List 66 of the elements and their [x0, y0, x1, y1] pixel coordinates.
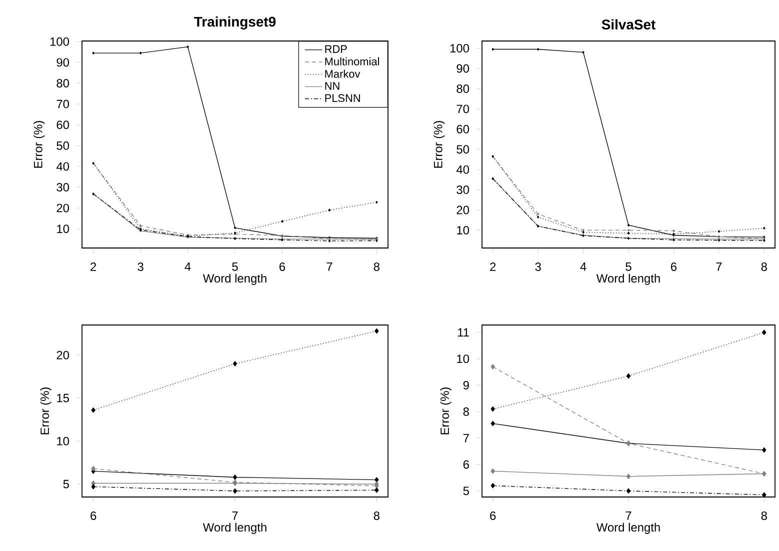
- y-tick-label: 8: [463, 407, 469, 416]
- x-tick-label: 6: [671, 262, 677, 271]
- y-tick-label: 30: [456, 186, 470, 194]
- y-tick-label: 7: [463, 434, 469, 442]
- x-tick-label: 4: [580, 262, 586, 271]
- legend-label: Multinomial: [325, 57, 379, 66]
- x-axis-title: Word length: [596, 522, 660, 534]
- y-tick-label: 60: [56, 120, 70, 130]
- y-tick-label: 6: [463, 460, 469, 469]
- y-tick-label: 100: [50, 37, 70, 46]
- x-tick-label: 4: [184, 262, 191, 271]
- x-axis-title: Word length: [202, 522, 266, 534]
- y-tick-label: 90: [456, 64, 470, 73]
- y-tick-label: 5: [463, 486, 469, 496]
- x-tick-label: 8: [761, 512, 767, 520]
- y-tick-label: 70: [56, 100, 70, 108]
- y-tick-label: 20: [56, 350, 70, 360]
- y-tick-label: 10: [57, 436, 70, 446]
- x-tick-label: 2: [490, 262, 496, 271]
- y-axis-title: Error (%): [40, 388, 52, 434]
- y-axis-title: Error (%): [434, 121, 445, 168]
- x-tick-label: 5: [232, 262, 238, 271]
- y-tick-label: 80: [56, 79, 70, 88]
- y-tick-label: 40: [456, 165, 470, 174]
- x-tick-label: 6: [280, 262, 286, 271]
- x-tick-label: 8: [374, 262, 380, 271]
- y-tick-label: 30: [56, 183, 70, 192]
- y-tick-label: 80: [456, 84, 470, 93]
- y-axis-title: Error (%): [34, 121, 45, 168]
- x-tick-label: 7: [232, 512, 238, 520]
- y-tick-label: 9: [463, 381, 469, 390]
- x-tick-label: 7: [326, 262, 332, 271]
- y-tick-label: 90: [56, 58, 70, 67]
- x-axis-title: Word length: [202, 274, 266, 285]
- y-tick-label: 15: [57, 394, 69, 402]
- y-tick-label: 20: [456, 206, 470, 214]
- y-tick-label: 11: [458, 328, 469, 337]
- y-tick-label: 10: [57, 224, 70, 234]
- y-tick-label: 50: [56, 141, 70, 150]
- y-tick-label: 100: [450, 44, 470, 52]
- y-tick-label: 60: [456, 124, 470, 134]
- chart-title: Trainingset9: [194, 16, 276, 30]
- x-tick-label: 7: [626, 512, 632, 520]
- x-tick-label: 6: [90, 512, 96, 520]
- y-tick-label: 50: [456, 145, 470, 154]
- y-tick-label: 70: [456, 104, 470, 114]
- x-tick-label: 3: [138, 262, 144, 271]
- x-axis-title: Word length: [596, 274, 660, 285]
- y-tick-label: 20: [56, 204, 70, 212]
- x-tick-label: 5: [626, 262, 632, 271]
- y-axis-title: Error (%): [440, 388, 452, 434]
- legend-label: PLSNN: [325, 94, 360, 102]
- legend-label: Markov: [325, 70, 360, 78]
- y-tick-label: 10: [457, 226, 470, 234]
- x-tick-label: 6: [490, 512, 496, 520]
- legend-label: NN: [325, 82, 340, 90]
- x-tick-label: 2: [90, 262, 96, 271]
- y-tick-label: 10: [457, 354, 470, 364]
- y-tick-label: 5: [63, 480, 69, 488]
- chart-title: SilvaSet: [602, 19, 656, 30]
- y-tick-label: 40: [56, 162, 70, 171]
- x-tick-label: 7: [716, 262, 722, 271]
- x-tick-label: 8: [374, 512, 380, 520]
- x-tick-label: 8: [761, 262, 767, 271]
- legend-label: RDP: [325, 45, 347, 53]
- x-tick-label: 3: [535, 262, 541, 271]
